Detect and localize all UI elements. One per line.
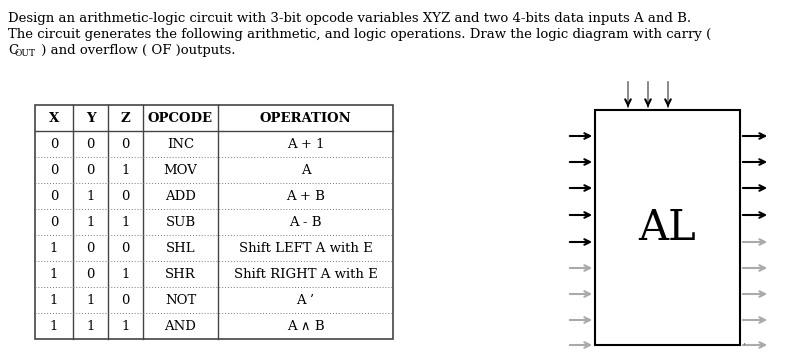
Text: The circuit generates the following arithmetic, and logic operations. Draw the l: The circuit generates the following arit… (8, 28, 711, 41)
Text: AL: AL (638, 206, 695, 248)
Text: 1: 1 (121, 164, 129, 177)
Text: OUT: OUT (15, 49, 36, 58)
Text: OPERATION: OPERATION (259, 111, 351, 125)
Text: ADD: ADD (165, 189, 196, 202)
Text: 0: 0 (86, 164, 95, 177)
Text: 1: 1 (50, 241, 58, 254)
Text: A ’: A ’ (296, 294, 314, 307)
Text: INC: INC (167, 138, 194, 151)
Text: Z: Z (120, 111, 130, 125)
Text: SUB: SUB (165, 215, 195, 228)
Text: A - B: A - B (289, 215, 321, 228)
Text: 0: 0 (121, 241, 129, 254)
Text: 1: 1 (121, 268, 129, 281)
Text: 1: 1 (50, 320, 58, 333)
Text: 1: 1 (50, 268, 58, 281)
Text: 1: 1 (86, 215, 95, 228)
Text: 0: 0 (121, 294, 129, 307)
Text: 1: 1 (50, 294, 58, 307)
Text: SHR: SHR (165, 268, 196, 281)
Text: 0: 0 (50, 189, 58, 202)
Text: ’: ’ (741, 343, 744, 353)
Text: 1: 1 (121, 215, 129, 228)
Text: A + 1: A + 1 (287, 138, 324, 151)
Text: SHL: SHL (165, 241, 195, 254)
Text: MOV: MOV (163, 164, 198, 177)
Bar (594, 110, 739, 345)
Text: OPCODE: OPCODE (148, 111, 213, 125)
Text: Design an arithmetic-logic circuit with 3-bit opcode variables XYZ and two 4-bit: Design an arithmetic-logic circuit with … (8, 12, 691, 25)
Text: AND: AND (165, 320, 196, 333)
Text: A ∧ B: A ∧ B (287, 320, 324, 333)
Text: 0: 0 (86, 268, 95, 281)
Text: 1: 1 (86, 320, 95, 333)
Text: 0: 0 (50, 138, 58, 151)
Text: 0: 0 (121, 189, 129, 202)
Text: 0: 0 (50, 215, 58, 228)
Text: A + B: A + B (286, 189, 324, 202)
Text: ) and overflow ( OF )outputs.: ) and overflow ( OF )outputs. (37, 44, 235, 57)
Text: 0: 0 (50, 164, 58, 177)
Text: Shift RIGHT A with E: Shift RIGHT A with E (234, 268, 377, 281)
Text: Y: Y (86, 111, 96, 125)
Text: X: X (49, 111, 59, 125)
Text: 0: 0 (86, 138, 95, 151)
Text: 0: 0 (121, 138, 129, 151)
Text: NOT: NOT (165, 294, 196, 307)
Text: Shift LEFT A with E: Shift LEFT A with E (238, 241, 372, 254)
Text: A: A (300, 164, 310, 177)
Text: 0: 0 (86, 241, 95, 254)
Text: 1: 1 (86, 294, 95, 307)
Text: C: C (8, 44, 18, 57)
Text: 1: 1 (121, 320, 129, 333)
Text: 1: 1 (86, 189, 95, 202)
